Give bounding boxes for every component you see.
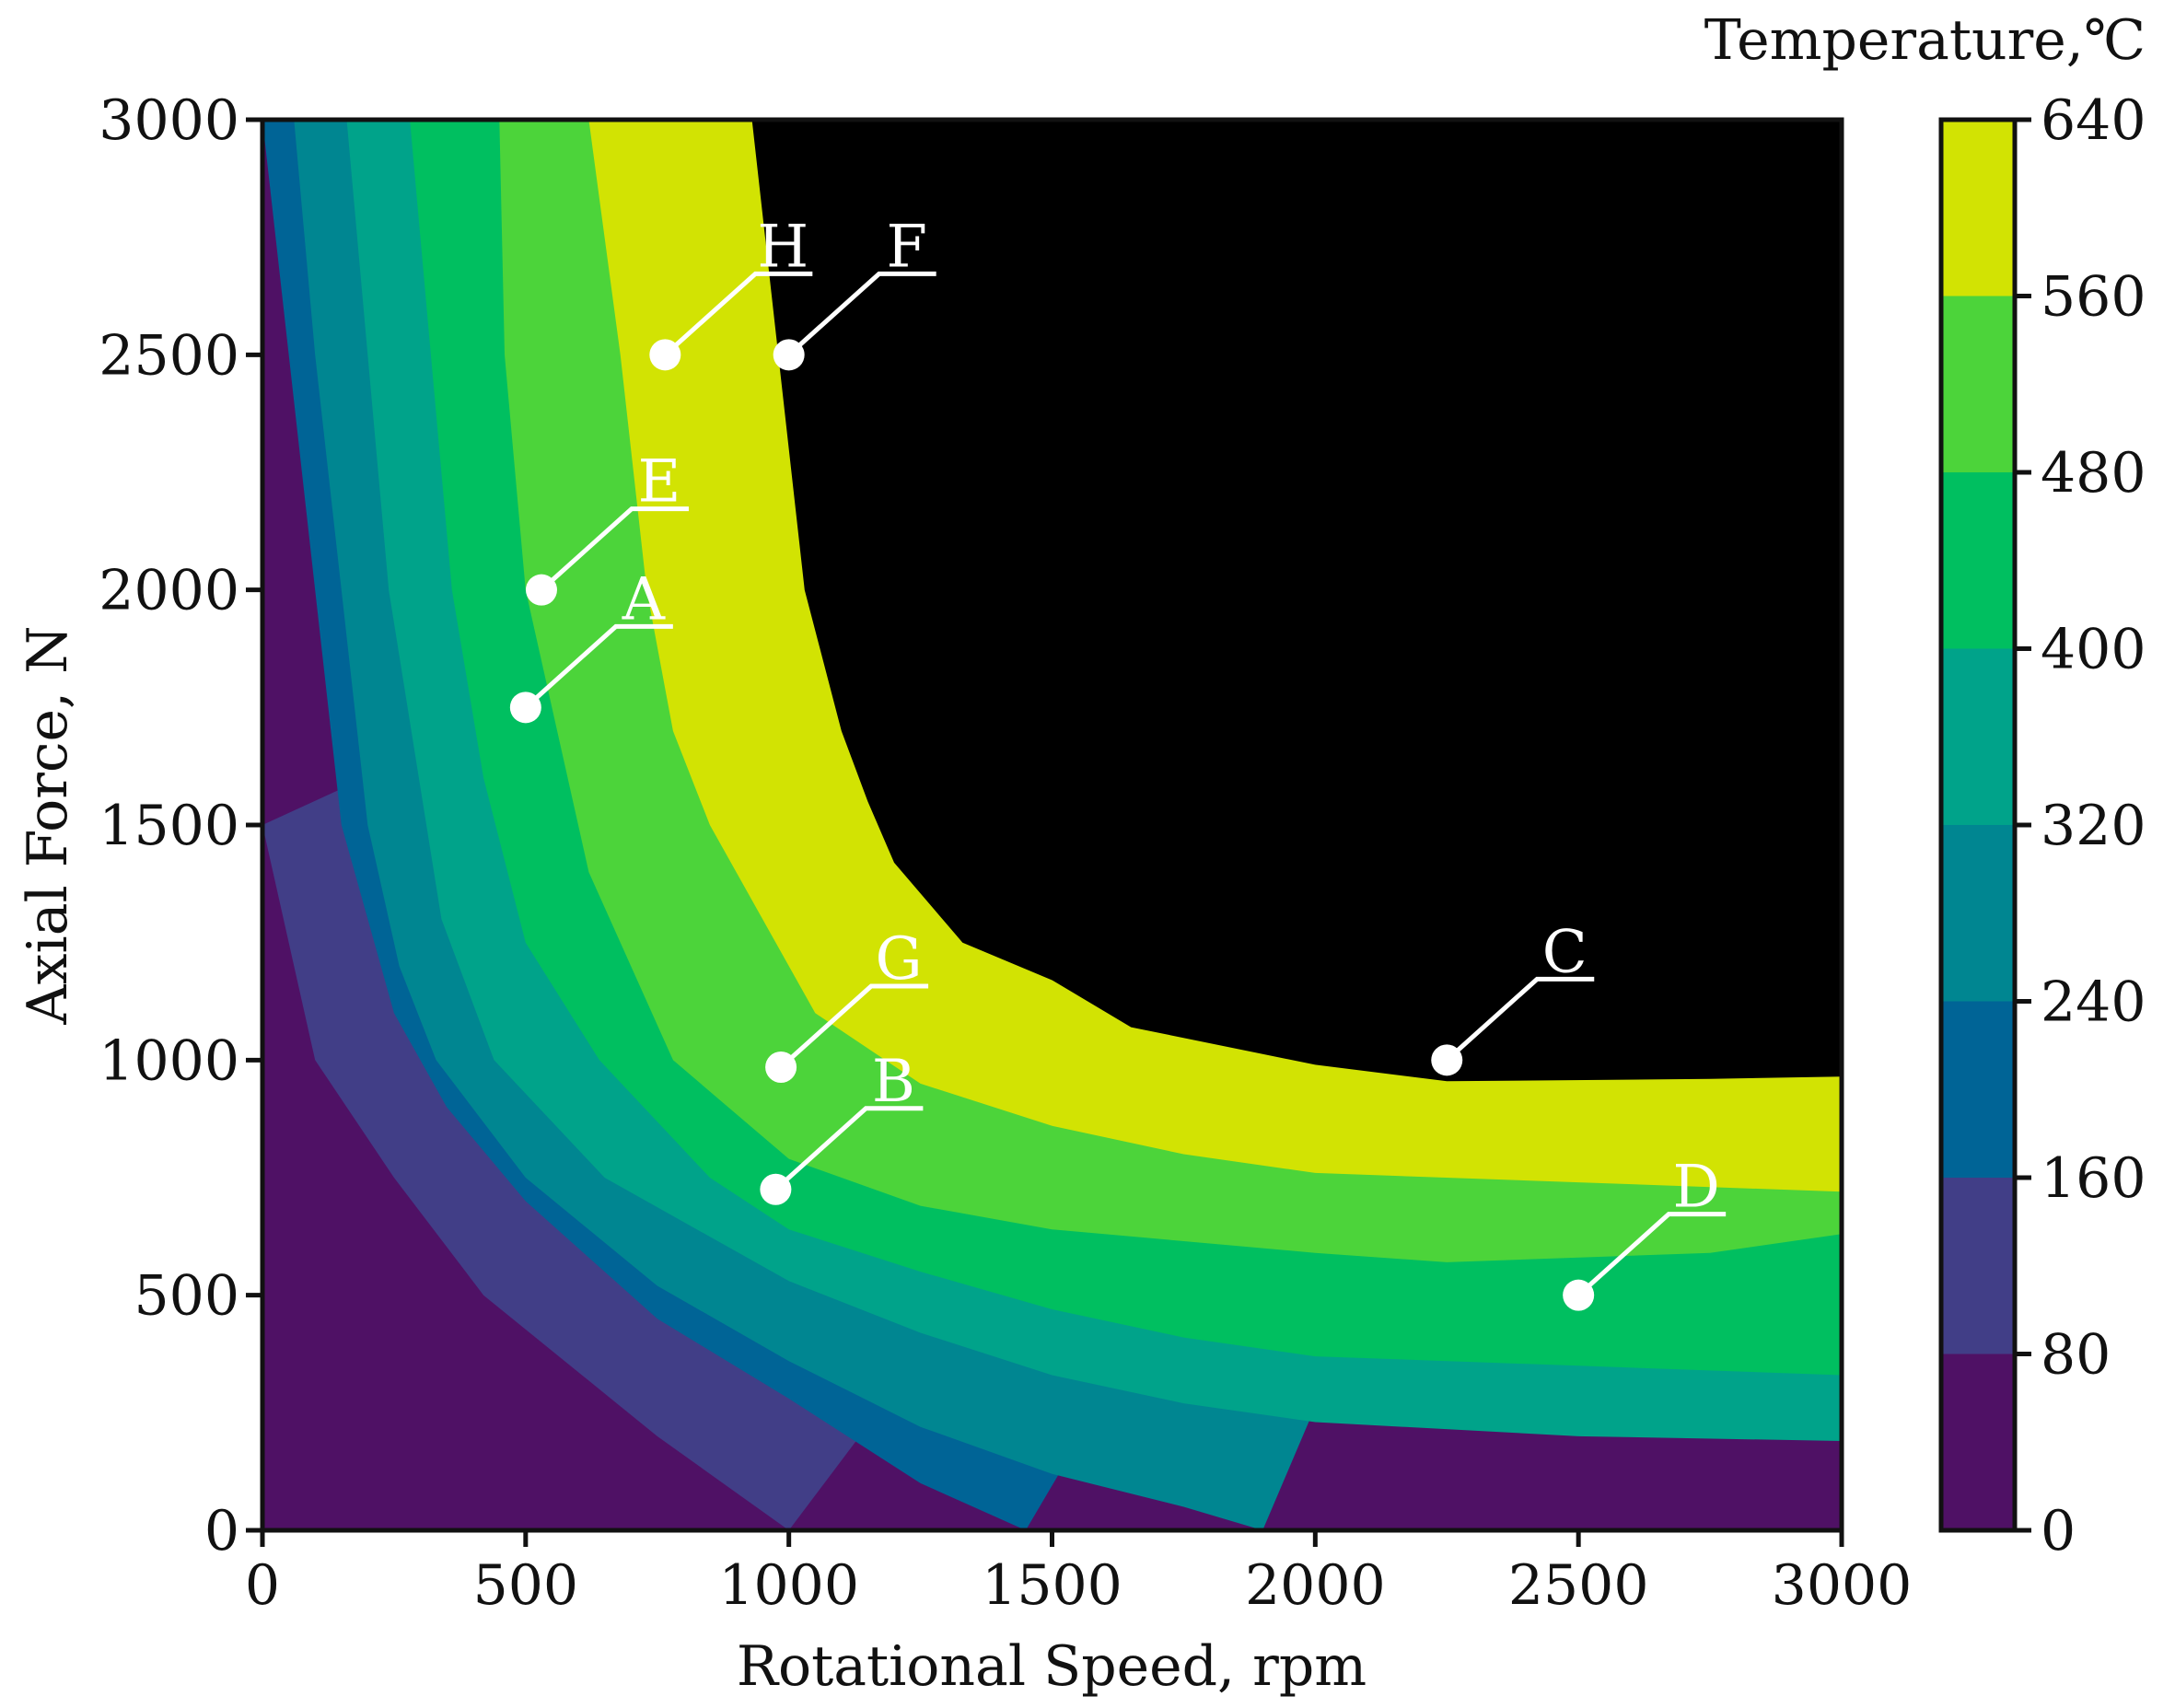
- y-tick-label: 500: [134, 1264, 239, 1329]
- point-leader-line: [786, 271, 936, 357]
- point-marker: [773, 339, 805, 371]
- point-g: G: [765, 925, 929, 1083]
- y-tick-label: 2500: [99, 323, 239, 388]
- x-axis: 0 500 1000 1500 2000 2500 3000: [245, 1530, 1912, 1618]
- contour-band-8: [751, 120, 1842, 1082]
- point-marker: [760, 1173, 792, 1205]
- y-axis-title: Axial Force, N: [16, 625, 80, 1025]
- point-label: E: [638, 448, 681, 517]
- point-f: F: [773, 213, 936, 371]
- y-tick-label: 1500: [99, 794, 239, 858]
- point-leader-line: [773, 1106, 924, 1191]
- x-tick-label: 2500: [1508, 1553, 1649, 1618]
- point-marker: [509, 691, 541, 724]
- y-tick-label: 1000: [99, 1028, 239, 1093]
- colorbar-tick-label: 480: [2041, 441, 2146, 505]
- point-label: H: [757, 213, 808, 281]
- colorbar-tick-label: 560: [2041, 265, 2146, 330]
- point-marker: [765, 1051, 797, 1083]
- x-tick-label: 2000: [1245, 1553, 1386, 1618]
- colorbar-title: Temperature,℃: [1704, 8, 2146, 73]
- y-tick-label: 0: [204, 1499, 239, 1563]
- point-label: C: [1542, 918, 1588, 986]
- point-b: B: [760, 1048, 924, 1205]
- colorbar-tick-label: 240: [2041, 970, 2146, 1035]
- y-tick-label: 2000: [99, 559, 239, 623]
- point-leader-line: [779, 983, 929, 1069]
- colorbar-swatch-1: [1941, 1178, 2015, 1354]
- colorbar-swatch-0: [1941, 1354, 2015, 1530]
- colorbar-tick-label: 80: [2041, 1323, 2111, 1388]
- point-leader-line: [1576, 1212, 1727, 1297]
- point-leader-line: [663, 271, 813, 357]
- contour-fill: [262, 120, 1842, 1530]
- y-tick-label: 3000: [99, 88, 239, 153]
- point-d: D: [1563, 1154, 1727, 1311]
- colorbar-swatch-2: [1941, 1001, 2015, 1178]
- colorbar-swatch-6: [1941, 296, 2015, 472]
- point-marker: [1431, 1044, 1463, 1076]
- point-c: C: [1431, 918, 1595, 1076]
- point-marker: [649, 339, 681, 371]
- point-marker: [525, 574, 557, 606]
- colorbar-swatch-5: [1941, 472, 2015, 649]
- point-label: B: [872, 1048, 915, 1116]
- x-tick-label: 500: [473, 1553, 579, 1618]
- colorbar-tick-label: 160: [2041, 1146, 2146, 1211]
- point-e: E: [525, 448, 689, 606]
- x-tick-label: 1000: [718, 1553, 859, 1618]
- colorbar-tick-label: 320: [2041, 794, 2146, 858]
- point-leader-line: [1445, 976, 1595, 1063]
- point-label: A: [622, 565, 666, 633]
- point-label: F: [886, 213, 926, 281]
- colorbar: 0 80 160 240 320 400 480 560 640: [1938, 88, 2146, 1563]
- colorbar-tick-label: 400: [2041, 618, 2146, 682]
- point-leader-line: [524, 623, 673, 710]
- x-tick-label: 3000: [1772, 1553, 1913, 1618]
- point-leader-line: [540, 506, 689, 592]
- colorbar-tick-label: 0: [2041, 1499, 2076, 1563]
- point-h: H: [649, 213, 813, 371]
- x-tick-label: 0: [245, 1553, 280, 1618]
- x-tick-label: 1500: [982, 1553, 1122, 1618]
- x-axis-title: Rotational Speed, rpm: [737, 1634, 1367, 1699]
- colorbar-swatch-4: [1941, 648, 2015, 825]
- colorbar-tick-label: 640: [2041, 88, 2146, 153]
- colorbar-swatch-7: [1941, 120, 2015, 296]
- labeled-points: A B C D E F G H: [509, 213, 1727, 1311]
- colorbar-swatch-3: [1941, 825, 2015, 1002]
- y-axis: 0 500 1000 1500 2000 2500 3000: [99, 88, 262, 1563]
- point-a: A: [509, 565, 673, 724]
- point-label: D: [1673, 1154, 1720, 1222]
- point-marker: [1563, 1279, 1595, 1311]
- point-label: G: [876, 925, 923, 993]
